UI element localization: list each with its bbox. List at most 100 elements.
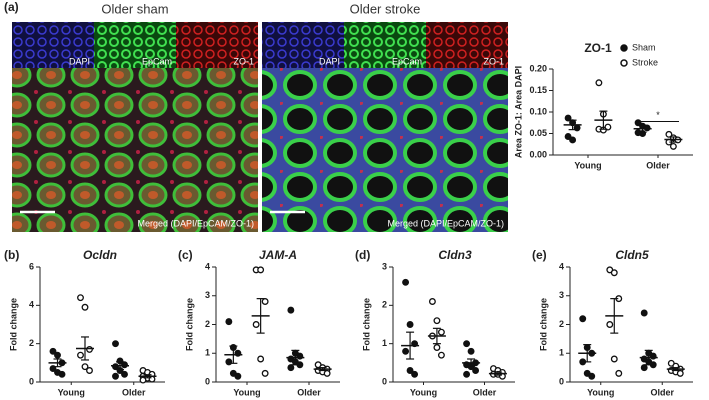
data-point bbox=[437, 351, 445, 359]
data-point bbox=[402, 278, 410, 286]
y-tick-label: 0 bbox=[29, 376, 34, 386]
channel-strip bbox=[344, 22, 426, 68]
data-point bbox=[569, 136, 577, 144]
chart-title: Cldn5 bbox=[615, 248, 649, 262]
y-tick-label: 0.15 bbox=[529, 85, 547, 95]
x-tick-label: Older bbox=[650, 387, 674, 397]
y-tick-label: 2 bbox=[382, 300, 387, 310]
data-point bbox=[234, 372, 242, 380]
x-tick-label: Young bbox=[410, 387, 437, 397]
data-point bbox=[467, 347, 475, 355]
panel-label: (b) bbox=[4, 248, 19, 262]
x-tick-label: Young bbox=[58, 387, 85, 397]
image-title: Older stroke bbox=[350, 1, 421, 16]
data-point bbox=[428, 298, 436, 305]
channel-strip bbox=[12, 22, 94, 68]
data-point bbox=[58, 370, 66, 378]
data-point bbox=[81, 303, 89, 311]
y-tick-label: 2 bbox=[29, 338, 34, 348]
data-point bbox=[463, 340, 471, 348]
data-point bbox=[433, 344, 441, 351]
y-tick-label: 4 bbox=[205, 261, 210, 271]
data-point bbox=[406, 321, 414, 328]
channel-label: ZO-1 bbox=[233, 56, 254, 66]
data-point bbox=[640, 309, 648, 317]
channel-label: ZO-1 bbox=[483, 56, 504, 66]
data-point bbox=[261, 369, 269, 377]
channel-strip bbox=[426, 22, 508, 68]
data-point bbox=[610, 269, 618, 277]
data-point bbox=[463, 370, 471, 378]
channel-strip bbox=[94, 22, 176, 68]
channel-label: EpCam bbox=[392, 56, 422, 66]
figure-label: (a) bbox=[4, 0, 19, 14]
x-tick-label: Young bbox=[574, 160, 601, 170]
image-title: Older sham bbox=[101, 1, 168, 16]
data-point bbox=[564, 133, 572, 140]
data-point bbox=[615, 369, 623, 377]
y-tick-label: 1 bbox=[382, 338, 387, 348]
image-panel: Older stroke DAPI EpCam ZO-1 Merged (DAP… bbox=[262, 1, 508, 232]
data-point bbox=[77, 351, 84, 359]
data-point bbox=[112, 372, 119, 380]
y-tick-label: 0.00 bbox=[529, 149, 547, 159]
data-point bbox=[606, 321, 614, 328]
data-point bbox=[433, 317, 441, 325]
data-point bbox=[77, 294, 84, 302]
data-point bbox=[261, 298, 269, 305]
chart-title: Ocldn bbox=[83, 248, 117, 262]
y-tick-label: 0.20 bbox=[529, 63, 547, 73]
data-point bbox=[579, 315, 587, 323]
data-point bbox=[402, 347, 410, 355]
data-point bbox=[81, 363, 89, 371]
y-tick-label: 1 bbox=[205, 348, 210, 358]
data-point bbox=[595, 79, 603, 87]
y-axis-label: Area ZO-1: Area DAPI bbox=[513, 66, 523, 158]
data-point bbox=[472, 367, 480, 374]
channel-strip bbox=[176, 22, 258, 68]
y-axis-label: Fold change bbox=[184, 298, 194, 351]
data-point bbox=[643, 124, 651, 132]
y-axis-label: Fold change bbox=[538, 298, 548, 351]
legend-marker bbox=[620, 44, 628, 52]
data-point bbox=[564, 114, 572, 122]
y-tick-label: 4 bbox=[559, 261, 564, 271]
data-point bbox=[252, 321, 260, 328]
data-point bbox=[640, 364, 648, 372]
y-tick-label: 0 bbox=[382, 376, 387, 386]
y-tick-label: 2 bbox=[559, 319, 564, 329]
y-axis-label: Fold change bbox=[8, 298, 18, 351]
x-tick-label: Older bbox=[646, 160, 670, 170]
y-tick-label: 0.05 bbox=[529, 128, 547, 138]
y-tick-label: 3 bbox=[382, 261, 387, 271]
chart-title: ZO-1 bbox=[584, 41, 612, 55]
image-caption: Merged (DAPI/EpCAM/ZO-1) bbox=[387, 218, 504, 228]
y-tick-label: 3 bbox=[559, 290, 564, 300]
data-point bbox=[139, 376, 147, 384]
data-point bbox=[225, 318, 233, 326]
data-point bbox=[121, 370, 128, 378]
x-tick-label: Young bbox=[233, 387, 260, 397]
chart-title: JAM-A bbox=[259, 248, 297, 262]
y-tick-label: 3 bbox=[205, 290, 210, 300]
data-point bbox=[121, 361, 128, 369]
y-tick-label: 4 bbox=[29, 300, 34, 310]
x-tick-label: Older bbox=[297, 387, 321, 397]
data-point bbox=[588, 372, 596, 380]
significance-label: * bbox=[656, 110, 660, 120]
y-tick-label: 0 bbox=[205, 376, 210, 386]
y-tick-label: 2 bbox=[205, 319, 210, 329]
image-caption: Merged (DAPI/EpCAM/ZO-1) bbox=[137, 218, 254, 228]
data-point bbox=[665, 130, 673, 138]
data-point bbox=[287, 364, 295, 372]
y-tick-label: 0.10 bbox=[529, 106, 547, 116]
legend-label: Sham bbox=[632, 42, 656, 52]
data-point bbox=[437, 328, 445, 336]
data-point bbox=[49, 347, 57, 355]
channel-label: DAPI bbox=[319, 56, 340, 66]
data-point bbox=[287, 306, 295, 314]
data-point bbox=[86, 345, 93, 353]
channel-label: DAPI bbox=[69, 56, 90, 66]
data-point bbox=[610, 355, 618, 363]
